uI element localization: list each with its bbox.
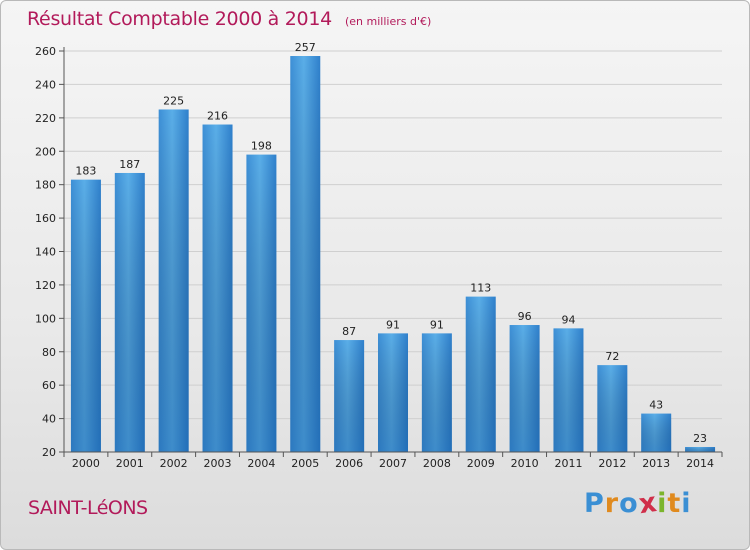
- data-label-2002: 225: [163, 94, 184, 107]
- x-tick-label: 2000: [72, 457, 100, 470]
- data-label-2000: 183: [75, 165, 96, 178]
- bar-shade-2005: [290, 56, 321, 452]
- data-label-2010: 96: [518, 310, 532, 323]
- y-tick-label: 80: [42, 346, 56, 359]
- x-tick-label: 2010: [511, 457, 539, 470]
- logo-letter: P: [584, 488, 605, 519]
- bar-shade-2012: [597, 365, 628, 452]
- data-label-2007: 91: [386, 318, 400, 331]
- logo-letter: x: [636, 486, 660, 521]
- bar-shade-2002: [158, 109, 189, 453]
- bar-shade-2001: [114, 172, 145, 453]
- x-tick-label: 2005: [291, 457, 319, 470]
- x-tick-label: 2007: [379, 457, 407, 470]
- logo-letter: i: [681, 488, 692, 519]
- logo-letter: o: [619, 488, 639, 519]
- data-labels: 183 187 225 216 198 257 87 91 91 113 96 94 72 43 23: [75, 41, 707, 445]
- data-label-2003: 216: [207, 110, 228, 123]
- y-tick-label: 20: [42, 446, 56, 459]
- data-label-2013: 43: [649, 399, 663, 412]
- data-label-2006: 87: [342, 325, 356, 338]
- proxiti-logo[interactable]: Proxiti: [584, 486, 692, 521]
- commune-name: SAINT-LéONS: [28, 497, 148, 519]
- bar-shade-2006: [334, 340, 365, 452]
- x-tick-label: 2014: [686, 457, 714, 470]
- x-tick-label: 2006: [335, 457, 363, 470]
- bar-shade-2007: [378, 333, 408, 452]
- y-tick-label: 160: [35, 212, 56, 225]
- data-label-2012: 72: [605, 350, 619, 363]
- x-tick-label: 2009: [467, 457, 495, 470]
- y-tick-label: 220: [35, 112, 56, 125]
- unit-note: (en milliers d'€): [344, 15, 432, 28]
- x-tick-label: 2003: [204, 457, 232, 470]
- data-label-2005: 257: [295, 41, 316, 54]
- y-axis: 20 40 60 80 100 120 140 160 180 200 220 240 260: [35, 45, 65, 459]
- bar-shade-2014: [685, 446, 716, 452]
- x-tick-label: 2001: [116, 457, 144, 470]
- bar-shade-2009: [465, 296, 496, 452]
- y-tick-label: 40: [42, 413, 56, 426]
- logo-letter: r: [604, 488, 620, 519]
- x-tick-label: 2002: [160, 457, 188, 470]
- y-tick-label: 240: [35, 78, 56, 91]
- bar-shade-2011: [553, 328, 584, 452]
- x-tick-label: 2012: [598, 457, 626, 470]
- y-tick-label: 60: [42, 379, 56, 392]
- x-tick-label: 2011: [554, 457, 582, 470]
- bar-shade-2010: [509, 325, 540, 452]
- bar-shade-2000: [70, 179, 101, 452]
- data-label-2008: 91: [430, 318, 444, 331]
- x-tick-label: 2008: [423, 457, 451, 470]
- data-label-2001: 187: [119, 158, 140, 171]
- y-tick-label: 140: [35, 246, 56, 259]
- x-tick-label: 2004: [247, 457, 275, 470]
- y-tick-label: 100: [35, 312, 56, 325]
- data-label-2011: 94: [561, 313, 575, 326]
- y-tick-label: 200: [35, 145, 56, 158]
- y-tick-label: 120: [35, 279, 56, 292]
- data-label-2009: 113: [470, 282, 491, 295]
- y-tick-label: 260: [35, 45, 56, 58]
- y-tick-label: 180: [35, 179, 56, 192]
- bar-shade-2004: [246, 154, 277, 452]
- bar-shade-2008: [421, 333, 452, 452]
- x-tick-label: 2013: [642, 457, 670, 470]
- logo-letter: i: [657, 488, 668, 519]
- title-text: Résultat Comptable 2000 à 2014: [27, 8, 332, 30]
- logo-letter: t: [667, 488, 682, 519]
- data-label-2014: 23: [693, 432, 707, 445]
- data-label-2004: 198: [251, 140, 272, 153]
- x-axis: 2000 2001 2002 2003 2004 2005 2006 2007 2008 2009…: [63, 451, 723, 470]
- chart-title: Résultat Comptable 2000 à 2014 (en milli…: [27, 8, 431, 30]
- bar-shade-2013: [641, 413, 672, 452]
- bar-shade-2003: [202, 124, 233, 453]
- bars: [70, 56, 716, 453]
